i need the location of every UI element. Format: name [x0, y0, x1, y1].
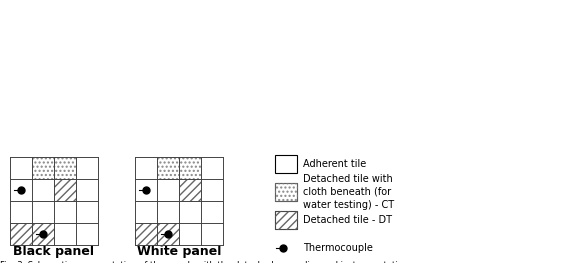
Bar	[54, 179, 76, 201]
Bar	[179, 179, 201, 201]
Bar	[10, 223, 32, 245]
Bar	[179, 179, 201, 201]
Text: Detached tile - DT: Detached tile - DT	[303, 215, 392, 225]
Bar	[179, 157, 201, 179]
Bar	[157, 157, 179, 179]
Text: Fig. 3. Schematic representation of the panels with the detached anomalies and i: Fig. 3. Schematic representation of the …	[0, 261, 410, 263]
Text: Black panel: Black panel	[13, 245, 94, 258]
Bar	[54, 157, 76, 179]
Bar	[275, 211, 297, 229]
Bar	[157, 157, 179, 179]
Bar	[32, 157, 54, 179]
Text: Detached tile with
cloth beneath (for
water testing) - CT: Detached tile with cloth beneath (for wa…	[303, 174, 394, 210]
Bar	[10, 157, 98, 245]
Bar	[275, 183, 297, 201]
Bar	[135, 223, 157, 245]
Bar	[275, 155, 297, 173]
Bar	[157, 223, 179, 245]
Bar	[275, 183, 297, 201]
Text: White panel: White panel	[137, 245, 221, 258]
Bar	[135, 223, 157, 245]
Bar	[10, 223, 32, 245]
Bar	[54, 179, 76, 201]
Text: Thermocouple: Thermocouple	[303, 243, 373, 253]
Bar	[32, 223, 54, 245]
Text: Adherent tile: Adherent tile	[303, 159, 366, 169]
Bar	[54, 157, 76, 179]
Bar	[275, 211, 297, 229]
Bar	[32, 223, 54, 245]
Bar	[32, 157, 54, 179]
Bar	[179, 157, 201, 179]
Bar	[135, 157, 223, 245]
Bar	[157, 223, 179, 245]
